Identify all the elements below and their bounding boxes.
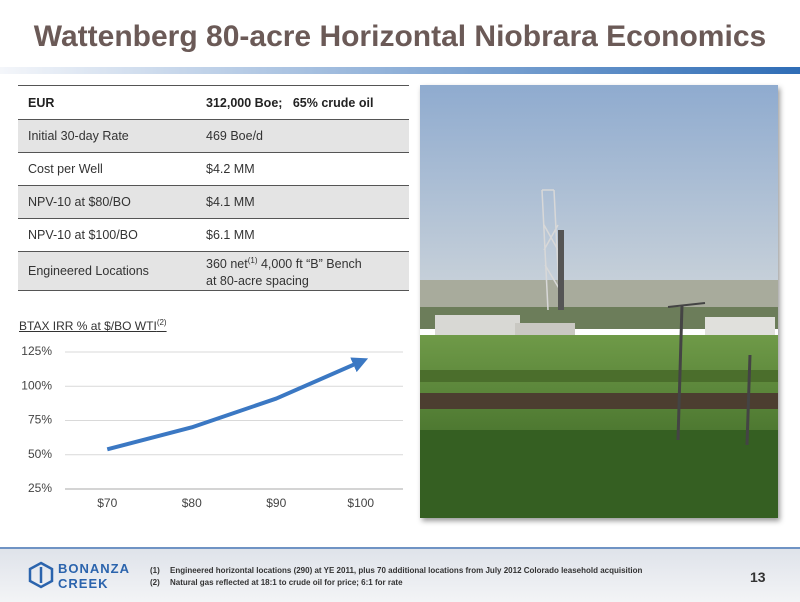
cell: Initial 30-day Rate xyxy=(18,119,196,153)
logo: BONANZA CREEK xyxy=(58,561,130,591)
y-tick-label: 125% xyxy=(21,344,52,358)
y-tick-label: 75% xyxy=(28,413,52,427)
cell: 360 net(1) 4,000 ft “B” Bench at 80-acre … xyxy=(196,250,409,292)
footnote-text: Natural gas reflected at 18:1 to crude o… xyxy=(170,578,403,587)
y-tick-label: 25% xyxy=(28,481,52,495)
x-tick-label: $100 xyxy=(347,496,374,510)
chart: 25% 50% 75% 100% 125% $70 $80 $90 $100 xyxy=(21,344,403,510)
y-tick-label: 100% xyxy=(21,378,52,392)
footnote-ref: (1) xyxy=(247,256,258,265)
x-tick-label: $90 xyxy=(266,496,286,510)
footer: BONANZA CREEK (1) Engineered horizontal lo… xyxy=(0,547,800,602)
cell: NPV-10 at $80/BO xyxy=(18,185,196,219)
footnote: (1) Engineered horizontal locations (290)… xyxy=(150,565,642,577)
cell: NPV-10 at $100/BO xyxy=(18,218,196,252)
cell: EUR xyxy=(18,85,196,120)
chart-title: BTAX IRR % at $/BO WTI(2) xyxy=(19,318,167,333)
x-tick-label: $70 xyxy=(97,496,117,510)
cell-text: at 80-acre spacing xyxy=(206,274,309,289)
cell-text: 4,000 ft “B” Bench xyxy=(257,257,362,272)
cell: 469 Boe/d xyxy=(196,119,409,153)
cell: $4.1 MM xyxy=(196,185,409,219)
chart-title-text: BTAX IRR % at $/BO WTI xyxy=(19,319,157,333)
logo-text: CREEK xyxy=(58,576,109,591)
logo-icon xyxy=(28,561,54,589)
cell: Engineered Locations xyxy=(18,250,196,292)
footnote-ref: (2) xyxy=(156,318,167,327)
photo xyxy=(420,85,778,518)
footnote-mark: (2) xyxy=(150,578,160,587)
logo-text: BONANZA xyxy=(58,561,130,576)
cell: 312,000 Boe; 65% crude oil xyxy=(196,85,409,120)
title-band xyxy=(0,67,800,74)
page-number: 13 xyxy=(750,569,766,585)
footnote-text: Engineered horizontal locations (290) at… xyxy=(170,566,643,575)
y-tick-label: 50% xyxy=(28,447,52,461)
footnotes: (1) Engineered horizontal locations (290)… xyxy=(150,565,642,589)
cell: $6.1 MM xyxy=(196,218,409,252)
cell: $4.2 MM xyxy=(196,152,409,186)
cell-text: 360 net xyxy=(206,257,248,272)
slide-title: Wattenberg 80-acre Horizontal Niobrara E… xyxy=(33,20,767,53)
data-line xyxy=(106,357,369,452)
economics-table: EUR 312,000 Boe; 65% crude oil Initial 30… xyxy=(18,85,409,292)
footnote: (2) Natural gas reflected at 18:1 to crud… xyxy=(150,577,642,589)
cell: Cost per Well xyxy=(18,152,196,186)
footnote-mark: (1) xyxy=(150,566,160,575)
x-tick-label: $80 xyxy=(182,496,202,510)
